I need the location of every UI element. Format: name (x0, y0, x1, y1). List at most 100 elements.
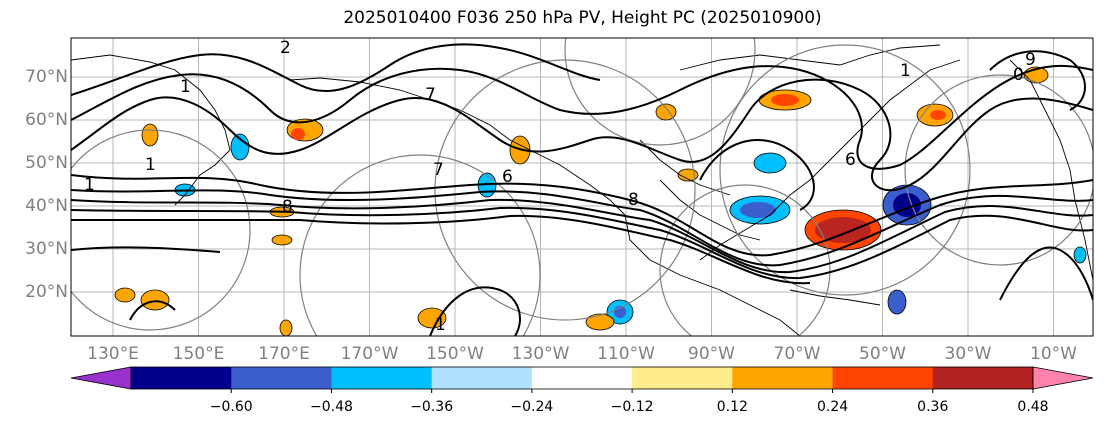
longitude-label: 130°W (511, 344, 570, 364)
colorbar-swatch (632, 367, 733, 389)
colorbar-outline (130, 366, 1034, 390)
height-contour (429, 286, 521, 336)
pv-positive-anomaly (271, 234, 293, 246)
colorbar-swatch (431, 367, 533, 389)
colorbar-swatch (531, 367, 633, 389)
height-contour (71, 174, 1093, 257)
canada-border (639, 139, 731, 196)
us-border (659, 179, 761, 241)
height-contour (71, 64, 1093, 170)
longitude-label: 130°E (87, 344, 139, 364)
pv-positive-anomaly (585, 313, 615, 331)
colorbar-swatch (231, 367, 332, 389)
height-contour (71, 43, 601, 96)
contour-label: 2 (280, 38, 291, 58)
map-background (71, 38, 1093, 336)
contour-label: 1 (435, 315, 446, 335)
pv-positive-anomaly (655, 103, 677, 121)
pv-positive-anomaly (677, 168, 699, 182)
longitude-label: 150°E (172, 344, 225, 364)
longitude-label: 10°W (1030, 344, 1077, 364)
contour-label: 9 (1025, 50, 1036, 70)
pv-negative-anomaly (887, 289, 907, 315)
latitude-label: 60°N (25, 110, 68, 130)
pv-positive-anomaly (417, 307, 447, 329)
longitude-label: 110°W (597, 344, 655, 364)
height-contour (989, 50, 1086, 111)
longitude-label: 70°W (773, 344, 821, 364)
grey-circle (71, 129, 251, 331)
latitude-label: 70°N (25, 67, 68, 87)
colorbar-label: −0.24 (510, 399, 554, 415)
colorbar-extend-high (1032, 366, 1094, 390)
colorbar-swatch (732, 367, 834, 389)
pv-positive-core (771, 94, 799, 106)
height-contour (999, 246, 1093, 301)
contour-label: 7 (425, 85, 436, 105)
colorbar-label: 0.12 (716, 399, 748, 415)
colorbar-label: −0.60 (209, 399, 253, 415)
colorbar-swatch (131, 367, 232, 389)
pv-positive-anomaly (279, 319, 293, 336)
contour-label: 6 (502, 167, 513, 187)
contour-label: 7 (433, 160, 444, 180)
colorbar-label: 0.36 (917, 399, 949, 415)
caribbean-coastline (789, 289, 881, 306)
north-america-west-coast (289, 77, 801, 336)
colorbar-swatch (932, 367, 1034, 389)
europe-africa-coastline (1009, 59, 1093, 281)
height-contour (71, 198, 1093, 274)
height-contour (129, 300, 176, 321)
contour-label: 1 (84, 175, 95, 195)
contour-label: 8 (628, 190, 639, 210)
colorbar-label: −0.36 (410, 399, 454, 415)
longitude-label: 150°W (426, 344, 484, 364)
pv-positive-anomaly (141, 123, 159, 147)
height-contour (71, 246, 221, 253)
latitude-label: 30°N (25, 239, 68, 259)
contour-labels: 1 2 6 1 7 8 9 1 7 6 1 1 8 0 (84, 38, 1036, 335)
colorbar-swatch (331, 367, 433, 389)
grey-circle (659, 184, 831, 336)
latitude-label: 50°N (25, 153, 68, 173)
pv-positive-anomaly (140, 289, 170, 311)
latitude-label: 20°N (25, 282, 68, 302)
contour-label: 6 (845, 150, 856, 170)
colorbar (70, 366, 1094, 393)
colorbar-label: −0.12 (610, 399, 654, 415)
colorbar-swatch (832, 367, 934, 389)
contour-label: 1 (145, 155, 156, 175)
grey-circle (299, 154, 541, 336)
pv-negative-anomaly (753, 152, 787, 174)
grey-circles (71, 38, 1093, 336)
pv-negative-anomaly (230, 133, 250, 161)
contour-label: 1 (900, 61, 911, 81)
pv-positive-core (930, 110, 946, 120)
latitude-label: 40°N (25, 196, 68, 216)
height-contour (71, 78, 1093, 192)
colorbar-label: −0.48 (309, 399, 353, 415)
pv-negative-core (740, 202, 776, 218)
contour-label: 1 (180, 77, 191, 97)
grey-circle (564, 38, 756, 146)
height-contours (71, 43, 1093, 336)
pv-negative-anomaly (1073, 246, 1087, 264)
contour-label: 8 (282, 197, 293, 217)
map-border (70, 37, 1094, 337)
grey-circle (719, 44, 971, 296)
height-contour (699, 139, 815, 211)
longitude-label: 170°E (258, 344, 310, 364)
north-america-east-coast (699, 59, 961, 261)
longitude-label: 50°W (859, 344, 906, 364)
pv-positive-anomaly (114, 287, 136, 303)
pv-positive-core (291, 128, 305, 140)
height-contour (71, 214, 811, 285)
longitude-label: 30°W (944, 344, 992, 364)
longitude-label: 170°W (340, 344, 399, 364)
pv-positive-core (815, 217, 871, 243)
height-contour (71, 206, 1093, 280)
arctic-coastline (679, 44, 941, 71)
contour-label: 0 (1013, 65, 1024, 85)
height-contour (71, 189, 1093, 267)
